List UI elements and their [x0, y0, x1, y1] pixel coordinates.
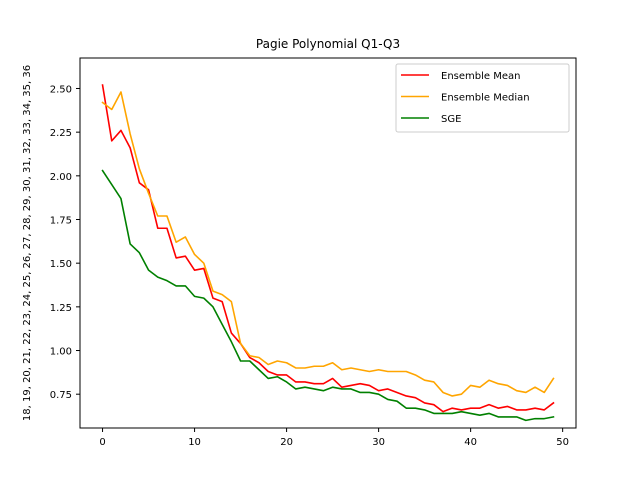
y-tick-label: 1.00: [50, 347, 72, 358]
y-tick-label: 2.00: [50, 172, 72, 183]
x-tick-label: 20: [280, 437, 293, 448]
y-tick-label: 1.50: [50, 259, 72, 270]
legend: Ensemble Mean Ensemble Median SGE: [395, 63, 570, 133]
legend-label: SGE: [441, 114, 461, 125]
series-line-sge: [101, 169, 555, 422]
plot-area: [79, 57, 577, 429]
y-tick-label: 1.75: [50, 216, 72, 227]
series-line-ensemble-median: [101, 91, 555, 397]
x-tick-label: 30: [372, 437, 385, 448]
plot-frame: [79, 57, 577, 429]
y-axis-label: 18, 19, 20, 21, 22, 23, 24, 25, 26, 27, …: [22, 65, 33, 421]
x-axis: 0 10 20 30 40 50: [99, 428, 569, 448]
x-tick-label: 40: [464, 437, 477, 448]
y-tick-label: 2.25: [50, 128, 72, 139]
y-tick-label: 2.50: [50, 84, 72, 95]
y-axis: 0.75 1.00 1.25 1.50 1.75 2.00 2.25 2.50: [50, 84, 80, 401]
y-tick-label: 1.25: [50, 303, 72, 314]
y-tick-label: 0.75: [50, 390, 72, 401]
legend-label: Ensemble Mean: [441, 71, 520, 82]
x-tick-label: 50: [556, 437, 569, 448]
series-line-ensemble-mean: [101, 84, 555, 413]
legend-box: [395, 63, 570, 133]
x-tick-label: 0: [99, 437, 105, 448]
x-tick-label: 10: [188, 437, 201, 448]
series-layer: [101, 84, 555, 422]
chart-title: Pagie Polynomial Q1-Q3: [256, 37, 400, 51]
legend-label: Ensemble Median: [441, 93, 530, 104]
